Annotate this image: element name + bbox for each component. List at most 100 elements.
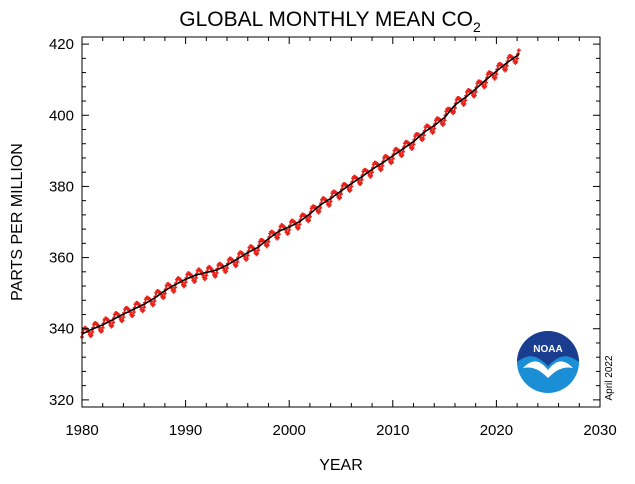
co2-monthly-point [452, 105, 457, 110]
y-tick-label: 360 [49, 250, 74, 267]
chart-title-subscript: 2 [473, 19, 481, 35]
co2-monthly-point [463, 98, 468, 103]
co2-monthly-point [90, 330, 95, 335]
co2-monthly-point [203, 276, 208, 281]
x-tick-label: 1990 [169, 422, 202, 439]
co2-monthly-point [287, 227, 292, 232]
co2-monthly-point [234, 263, 239, 268]
co2-monthly-point [444, 109, 449, 114]
co2-monthly-point [266, 239, 271, 244]
co2-monthly-point [504, 63, 509, 68]
co2-monthly-point [442, 118, 447, 123]
co2-monthly-point [359, 177, 364, 182]
co2-monthly-point [142, 305, 147, 310]
co2-monthly-point [121, 315, 126, 320]
co2-monthly-point [514, 59, 519, 64]
co2-monthly-point [441, 121, 446, 126]
co2-monthly-point [328, 199, 333, 204]
y-tick-label: 420 [49, 36, 74, 53]
chart-title: GLOBAL MONTHLY MEAN CO2 [179, 8, 481, 35]
co2-monthly-point [152, 299, 157, 304]
co2-monthly-point [265, 243, 270, 248]
plot-data-group [80, 48, 521, 340]
co2-monthly-point [255, 251, 260, 256]
co2-monthly-point [235, 259, 240, 264]
co2-monthly-point [493, 75, 498, 80]
co2-monthly-point [213, 274, 218, 279]
co2-monthly-point [245, 253, 250, 258]
noaa-logo-upper [517, 331, 579, 366]
co2-monthly-point [349, 184, 354, 189]
co2-monthly-point [173, 285, 178, 290]
co2-monthly-point [432, 126, 437, 131]
x-tick-label: 2000 [273, 422, 306, 439]
co2-monthly-point [431, 129, 436, 134]
co2-monthly-point [286, 231, 291, 236]
co2-monthly-point [462, 101, 467, 106]
co2-monthly-point [411, 142, 416, 147]
co2-monthly-point [225, 266, 230, 271]
co2-monthly-point [111, 320, 116, 325]
co2-monthly-point [348, 188, 353, 193]
co2-monthly-line [81, 50, 520, 338]
co2-monthly-point [162, 291, 167, 296]
co2-monthly-point [410, 146, 415, 151]
co2-monthly-point [276, 232, 281, 237]
co2-monthly-point [100, 325, 105, 330]
co2-monthly-point [401, 149, 406, 154]
co2-monthly-point [89, 333, 94, 338]
co2-monthly-point [421, 133, 426, 138]
co2-monthly-point [193, 279, 198, 284]
co2-monthly-point [370, 170, 375, 175]
co2-monthly-point [358, 181, 363, 186]
plot-frame [81, 36, 601, 408]
co2-monthly-point [494, 72, 499, 77]
x-tick-label: 1980 [65, 422, 98, 439]
co2-monthly-point [338, 195, 343, 200]
y-tick-label: 340 [49, 321, 74, 338]
co2-monthly-point [120, 318, 125, 323]
x-tick-label: 2020 [480, 422, 513, 439]
co2-monthly-point [369, 173, 374, 178]
co2-monthly-point [379, 167, 384, 172]
co2-monthly-point [130, 313, 135, 318]
co2-monthly-point [515, 56, 520, 61]
co2-monthly-point [131, 310, 136, 315]
x-axis: 1980 1990 2000 2010 2020 2030 [65, 37, 617, 439]
co2-monthly-point [193, 275, 198, 280]
y-tick-label: 400 [49, 107, 74, 124]
co2-monthly-point [483, 84, 488, 89]
co2-monthly-point [307, 218, 312, 223]
co2-monthly-point [183, 280, 188, 285]
co2-monthly-point [182, 283, 187, 288]
y-axis: 320 340 360 380 400 420 [49, 36, 600, 409]
co2-monthly-point [244, 256, 249, 261]
co2-monthly-point [484, 80, 489, 85]
co2-monthly-point [452, 109, 457, 114]
co2-monthly-point [151, 302, 156, 307]
co2-monthly-point [390, 156, 395, 161]
noaa-logo: NOAA [517, 331, 579, 393]
y-tick-label: 320 [49, 392, 74, 409]
chart-title-main: GLOBAL MONTHLY MEAN CO [179, 8, 473, 31]
y-tick-label: 380 [49, 178, 74, 195]
co2-monthly-point [400, 153, 405, 158]
co2-monthly-point [472, 93, 477, 98]
co2-monthly-point [296, 225, 301, 230]
co2-monthly-point [141, 308, 146, 313]
co2-monthly-point [389, 160, 394, 165]
noaa-logo-text: NOAA [533, 344, 562, 355]
co2-monthly-point [421, 136, 426, 141]
x-axis-label: YEAR [319, 457, 363, 474]
co2-monthly-point [256, 248, 261, 253]
date-annotation: April 2022 [604, 355, 615, 400]
co2-trend-line [81, 53, 520, 335]
noaa-logo-bird-icon [523, 361, 573, 378]
co2-monthly-point [317, 209, 322, 214]
co2-monthly-point [214, 270, 219, 275]
co2-monthly-point [318, 205, 323, 210]
co2-monthly-point [99, 328, 104, 333]
x-tick-label: 2030 [583, 422, 616, 439]
